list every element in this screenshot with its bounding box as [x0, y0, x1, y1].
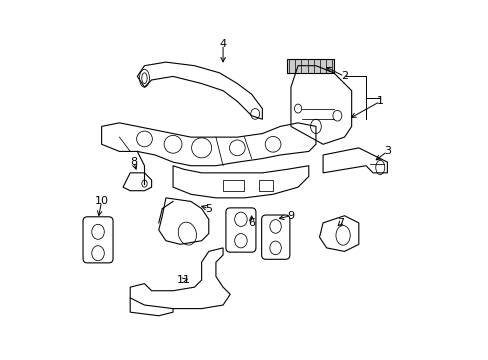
- Text: 2: 2: [340, 71, 347, 81]
- Text: 9: 9: [287, 211, 294, 221]
- Text: 10: 10: [94, 197, 108, 206]
- Text: 11: 11: [176, 275, 190, 285]
- Text: 7: 7: [337, 218, 344, 228]
- Text: 8: 8: [130, 157, 137, 167]
- Text: 4: 4: [219, 39, 226, 49]
- Text: 1: 1: [376, 96, 383, 107]
- Text: 3: 3: [383, 147, 390, 157]
- Bar: [258, 180, 272, 191]
- Text: 5: 5: [205, 203, 212, 213]
- Bar: [287, 59, 333, 73]
- Text: 6: 6: [247, 218, 255, 228]
- Bar: [223, 180, 244, 191]
